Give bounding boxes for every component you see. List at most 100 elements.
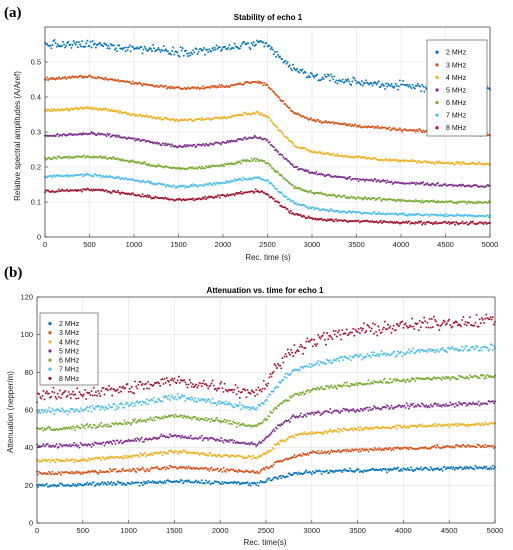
data-point xyxy=(456,422,459,425)
data-point xyxy=(401,469,404,472)
data-point xyxy=(366,448,369,451)
data-point xyxy=(479,424,482,427)
data-point xyxy=(404,406,407,409)
data-point xyxy=(283,177,286,180)
data-point xyxy=(145,420,147,423)
data-point xyxy=(261,81,264,84)
data-point xyxy=(349,122,352,125)
data-point xyxy=(82,457,85,460)
data-point xyxy=(207,183,210,186)
data-point xyxy=(63,43,66,46)
data-point xyxy=(115,47,117,50)
data-point xyxy=(37,485,40,488)
data-point xyxy=(388,469,391,472)
data-point xyxy=(336,153,339,155)
data-point xyxy=(364,449,367,452)
data-point xyxy=(410,466,412,469)
data-point xyxy=(351,428,354,430)
data-point xyxy=(230,116,233,118)
data-point xyxy=(232,47,235,50)
data-point xyxy=(465,425,468,428)
data-point xyxy=(372,125,375,128)
data-point xyxy=(158,142,161,145)
data-point xyxy=(297,471,300,474)
data-point xyxy=(291,212,294,215)
data-point xyxy=(206,419,209,422)
data-point xyxy=(226,48,229,51)
data-point xyxy=(303,215,306,218)
data-point xyxy=(406,467,409,470)
data-point xyxy=(328,411,331,414)
data-point xyxy=(331,218,334,221)
data-point xyxy=(393,198,396,201)
data-point xyxy=(275,427,278,430)
data-point xyxy=(270,88,273,91)
data-point xyxy=(289,421,291,424)
data-point xyxy=(210,417,213,420)
data-point xyxy=(72,482,74,485)
data-point xyxy=(58,458,61,461)
data-point xyxy=(402,79,405,82)
data-point xyxy=(119,158,122,161)
data-point xyxy=(421,182,424,185)
data-point xyxy=(150,180,152,183)
data-point xyxy=(250,441,253,444)
data-point xyxy=(335,430,338,433)
data-point xyxy=(141,484,144,486)
data-point xyxy=(91,40,94,43)
data-point xyxy=(410,158,413,161)
data-point xyxy=(234,421,237,424)
data-point xyxy=(299,412,302,415)
data-point xyxy=(58,471,61,474)
data-point xyxy=(196,451,199,454)
data-point xyxy=(337,209,340,212)
x-tick-label: 1500 xyxy=(170,240,187,249)
data-point xyxy=(358,124,361,127)
data-point xyxy=(386,471,388,474)
data-point xyxy=(340,80,343,83)
data-point xyxy=(302,433,305,436)
data-point xyxy=(419,425,422,428)
data-point xyxy=(182,482,185,485)
data-point xyxy=(197,452,200,455)
data-point xyxy=(280,191,283,194)
data-point xyxy=(225,180,228,183)
data-point xyxy=(157,116,160,119)
data-point xyxy=(246,456,249,459)
data-point xyxy=(151,454,154,457)
data-point xyxy=(339,411,342,414)
data-point xyxy=(278,201,281,204)
data-point xyxy=(460,221,463,224)
data-point xyxy=(100,482,103,485)
series-4-mhz xyxy=(44,105,491,166)
data-point xyxy=(90,131,93,133)
data-point xyxy=(145,195,148,198)
data-point xyxy=(288,107,291,109)
x-tick-label: 4000 xyxy=(393,240,410,249)
data-point xyxy=(284,206,287,209)
data-point xyxy=(209,86,212,89)
data-point xyxy=(302,415,305,418)
data-point xyxy=(379,468,382,471)
data-point xyxy=(344,448,347,451)
data-point xyxy=(347,78,349,81)
data-point xyxy=(110,441,113,444)
data-point xyxy=(266,451,269,454)
data-point xyxy=(99,457,102,460)
data-point xyxy=(324,120,327,122)
data-point xyxy=(148,470,151,473)
data-point xyxy=(380,469,383,472)
data-point xyxy=(341,471,344,474)
data-point xyxy=(281,131,284,134)
data-point xyxy=(125,46,128,49)
data-point xyxy=(163,49,166,52)
data-point xyxy=(307,149,310,152)
data-point xyxy=(157,47,160,49)
data-point xyxy=(291,110,294,113)
data-point xyxy=(313,208,316,211)
data-point xyxy=(390,180,393,183)
data-point xyxy=(179,465,182,468)
data-point xyxy=(426,199,429,202)
data-point xyxy=(436,201,438,204)
data-point xyxy=(213,86,216,89)
